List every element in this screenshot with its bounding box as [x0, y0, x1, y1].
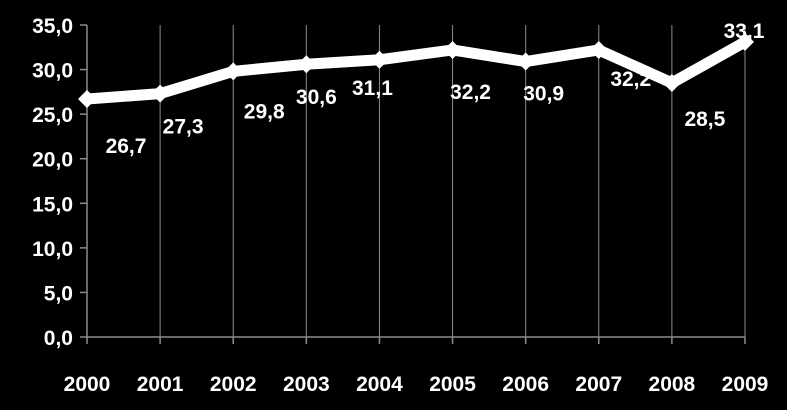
x-tick-label: 2000 — [64, 373, 111, 396]
y-tick-label: 25,0 — [32, 104, 73, 127]
data-point-marker — [589, 40, 608, 59]
x-tick-label: 2004 — [356, 373, 403, 396]
x-tick-label: 2006 — [502, 373, 549, 396]
data-label: 26,7 — [106, 135, 147, 158]
y-tick-label: 35,0 — [32, 15, 73, 38]
data-point-marker — [151, 84, 170, 103]
data-point-marker — [662, 73, 681, 92]
x-tick-label: 2009 — [722, 373, 769, 396]
y-tick-label: 0,0 — [44, 327, 73, 350]
data-label: 31,1 — [352, 77, 393, 100]
data-point-marker — [443, 40, 462, 59]
y-tick-label: 30,0 — [32, 60, 73, 83]
data-point-marker — [224, 62, 243, 81]
y-tick-label: 10,0 — [32, 238, 73, 261]
x-tick-label: 2005 — [429, 373, 476, 396]
data-point-marker — [736, 32, 754, 51]
x-tick-label: 2007 — [575, 373, 622, 396]
data-point-marker — [297, 55, 316, 74]
x-tick-label: 2001 — [137, 373, 184, 396]
data-label: 32,2 — [450, 81, 491, 104]
axis-layer: 0,0 5,0 10,0 15,0 20,0 25,0 30,0 35,0 2000 2001 20… — [32, 15, 768, 396]
y-tick-label: 5,0 — [44, 282, 73, 305]
x-tick-label: 2003 — [283, 373, 330, 396]
series-layer — [78, 32, 754, 108]
y-tick-label: 15,0 — [32, 193, 73, 216]
label-layer: 26,7 27,3 29,8 30,6 31,1 32,2 30,9 32,2 28,5 33,1 — [106, 20, 765, 158]
data-label: 30,6 — [296, 86, 337, 109]
y-tick-label: 20,0 — [32, 149, 73, 172]
data-label: 33,1 — [724, 20, 765, 43]
data-point-marker — [78, 89, 96, 108]
data-label: 29,8 — [244, 100, 285, 123]
series-line — [81, 36, 751, 105]
data-point-marker — [516, 52, 535, 71]
data-label: 30,9 — [523, 83, 564, 106]
x-tick-label: 2008 — [649, 373, 696, 396]
data-label: 28,5 — [684, 108, 725, 131]
data-label: 27,3 — [163, 116, 204, 139]
x-tick-label: 2002 — [210, 373, 257, 396]
data-label: 32,2 — [610, 68, 651, 91]
data-point-marker — [370, 50, 389, 69]
